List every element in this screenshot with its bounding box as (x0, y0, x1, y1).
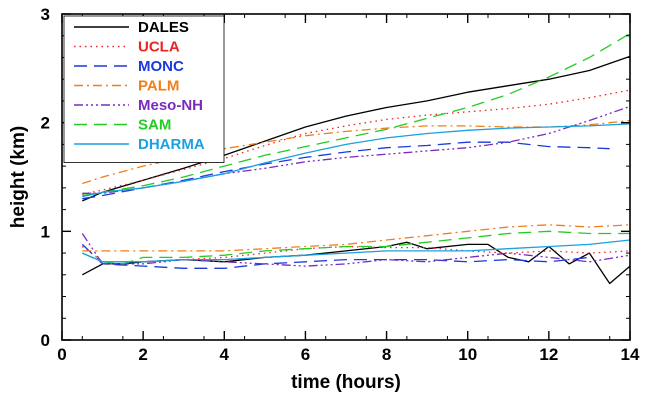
plot-frame (61, 13, 631, 341)
series-meso-nh-top-line (82, 105, 631, 194)
x-tick-label: 4 (220, 345, 230, 364)
x-tick-label: 0 (57, 345, 66, 364)
legend-label-palm: PALM (138, 78, 179, 95)
series-sam-top-line (82, 33, 631, 197)
y-tick-label: 3 (41, 5, 50, 24)
series-dharma-base-line (82, 239, 631, 263)
series-monc-base-line (81, 243, 590, 269)
legend-label-meso-nh: Meso-NH (138, 97, 203, 114)
x-tick-label: 10 (458, 345, 477, 364)
legend-label-dharma: DHARMA (138, 136, 205, 153)
legend-label-ucla: UCLA (138, 39, 180, 56)
series-dales-base-line (81, 241, 631, 285)
legend-label-dales: DALES (138, 19, 189, 36)
x-tick-label: 8 (382, 345, 391, 364)
y-tick-label: 2 (41, 114, 50, 133)
series-layer (81, 33, 631, 285)
legend-box (63, 15, 225, 163)
x-tick-label: 12 (539, 345, 558, 364)
series-sam-base-line (82, 230, 630, 265)
x-tick-label: 14 (621, 345, 640, 364)
series-dharma-top-line (82, 123, 631, 198)
y-axis-title: height (km) (8, 126, 29, 228)
legend-label-monc: MONC (138, 58, 184, 75)
legend: DALES UCLA MONC PALM Meso-NH SAM DHARMA (63, 15, 225, 163)
x-tick-label: 6 (301, 345, 310, 364)
y-tick-label: 1 (41, 222, 50, 241)
legend-label-sam: SAM (138, 117, 171, 134)
y-tick-label: 0 (41, 331, 50, 350)
series-monc-top-line (82, 141, 610, 200)
x-tick-label: 2 (138, 345, 147, 364)
series-ucla-top-line (82, 89, 631, 196)
series-dales-top-line (82, 55, 631, 202)
x-axis-title: time (hours) (291, 372, 401, 393)
